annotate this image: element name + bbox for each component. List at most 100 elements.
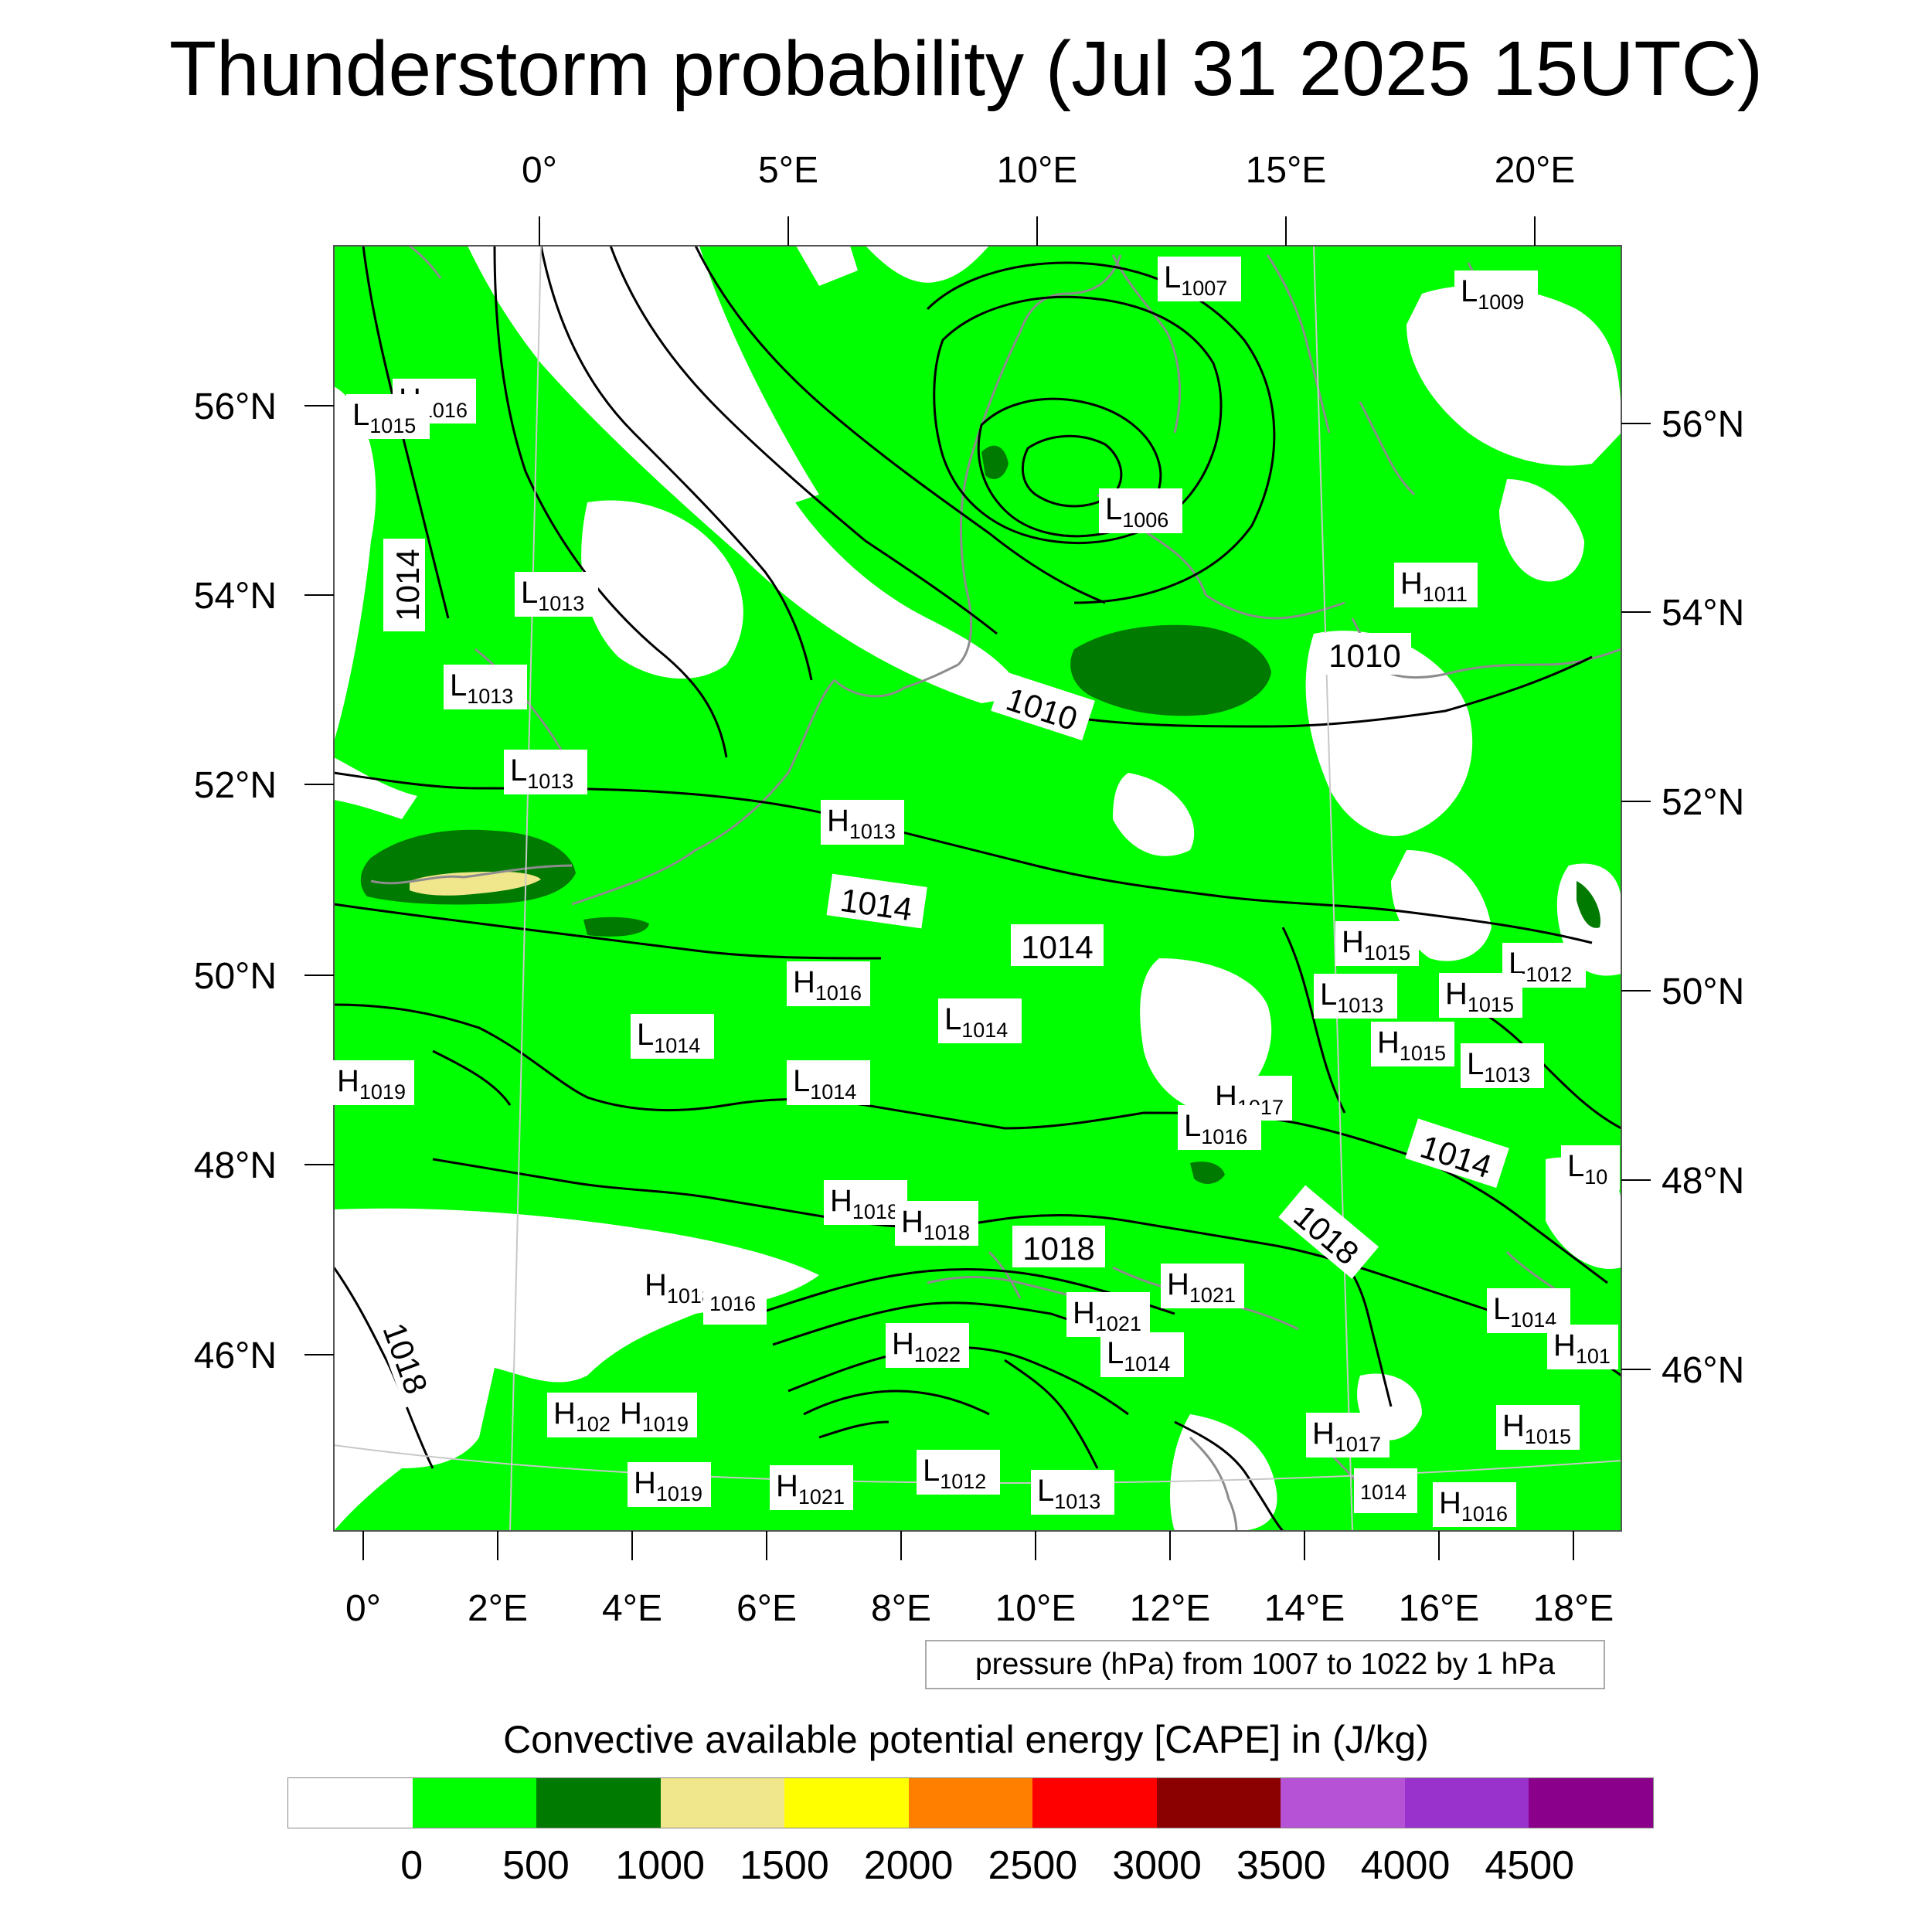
colorbar-swatch [1156,1778,1281,1828]
top-lon-label: 15°E [1246,150,1327,191]
low-pressure-center: L1007 [1158,257,1241,301]
svg-text:L10: L10 [1567,1149,1607,1189]
bottom-lon-label: 8°E [871,1588,931,1629]
colorbar-tick-label: 2000 [863,1843,954,1888]
colorbar-tick-label: 4000 [1360,1843,1451,1888]
bottom-lon-label: 6°E [736,1588,797,1629]
isobar-label: 1014 [383,539,426,631]
svg-text:L1009: L1009 [1461,274,1524,314]
right-latitude-labels: 56°N 54°N 52°N 50°N 48°N 46°N [1662,404,1744,1391]
svg-text:1014: 1014 [1360,1481,1406,1504]
svg-text:H1021: H1021 [776,1469,845,1509]
left-lat-label: 56°N [194,386,277,427]
high-pressure-center: H1015 [1335,921,1419,966]
left-lat-label: 52°N [194,765,277,806]
svg-text:L1012: L1012 [923,1454,986,1493]
svg-text:H1021: H1021 [1167,1267,1236,1307]
low-pressure-center: L1013 [515,572,598,617]
low-pressure-center: L1006 [1099,488,1182,533]
svg-text:L1014: L1014 [944,1002,1008,1042]
svg-text:L1016: L1016 [1184,1109,1247,1148]
cape-zero-areas [334,246,1621,1531]
top-lon-label: 20°E [1495,150,1576,191]
low-pressure-center: L1013 [1461,1043,1544,1088]
colorbar-swatch [784,1778,909,1828]
left-lat-label: 48°N [194,1145,277,1186]
high-pressure-center: H1019 [614,1393,697,1437]
low-pressure-center: L1014 [787,1060,870,1105]
high-pressure-center: H1021 [1161,1264,1244,1308]
svg-text:H102: H102 [553,1396,611,1436]
high-pressure-center: H1011 [1394,563,1478,607]
isobar-label: 1014 [1011,924,1104,966]
high-pressure-center: H1015 [1439,973,1522,1018]
right-lat-label: 46°N [1662,1350,1744,1391]
colorbar-swatch [412,1778,537,1828]
bottom-lon-label: 4°E [602,1588,662,1629]
left-lat-label: 50°N [194,956,277,997]
pressure-center-value: 1016 [703,1280,767,1325]
right-lat-label: 52°N [1662,782,1744,823]
right-lat-label: 48°N [1662,1161,1744,1202]
bottom-lon-label: 10°E [995,1588,1077,1629]
svg-text:L1013: L1013 [1467,1047,1530,1087]
low-pressure-center: L1014 [938,998,1022,1043]
svg-text:1018: 1018 [1022,1230,1094,1267]
low-pressure-center: L1012 [917,1450,1000,1495]
colorbar-tick-label: 0 [400,1843,423,1888]
top-longitude-labels: 0° 5°E 10°E 15°E 20°E [522,150,1575,191]
left-lat-label: 54°N [194,576,277,617]
low-pressure-center: L1014 [1100,1332,1184,1377]
isobar-label: 1018 [1012,1226,1105,1267]
svg-text:1010: 1010 [1328,638,1400,674]
high-pressure-center: H1015 [1371,1022,1454,1066]
high-pressure-center: H101 [1547,1325,1618,1369]
bottom-lon-label: 16°E [1399,1588,1480,1629]
top-lon-label: 10°E [997,150,1078,191]
bottom-lon-label: 18°E [1533,1588,1614,1629]
bottom-lon-label: 2°E [468,1588,528,1629]
pressure-center-value: 1014 [1354,1468,1417,1513]
cape-field [334,246,1621,1531]
svg-text:H1015: H1015 [1377,1026,1446,1065]
svg-text:L1012: L1012 [1509,947,1572,986]
svg-text:L1013: L1013 [450,668,513,708]
colorbar-swatch [660,1778,785,1828]
high-pressure-center: H102 [547,1393,618,1437]
colorbar-tick-label: 1000 [615,1843,706,1888]
right-lat-label: 50°N [1662,971,1744,1012]
svg-text:L1013: L1013 [510,753,573,793]
svg-text:1014: 1014 [1021,929,1093,965]
svg-text:L1015: L1015 [352,398,416,437]
svg-text:L1013: L1013 [1037,1474,1100,1513]
svg-text:H1015: H1015 [1502,1409,1571,1448]
high-pressure-center: H1016 [1433,1482,1516,1527]
map-title: Thunderstorm probability (Jul 31 2025 15… [168,26,1764,112]
right-lat-label: 54°N [1662,593,1744,634]
pressure-centers: L1007 L1009 H1016 L1015 L1006 L1013 H1011 L1013… [331,257,1620,1527]
svg-text:H1017: H1017 [1312,1417,1381,1456]
colorbar-tick-label: 3500 [1236,1843,1326,1888]
bottom-lon-label: 12°E [1130,1588,1211,1629]
low-pressure-center: L1013 [504,750,587,794]
svg-text:H1011: H1011 [1400,566,1468,606]
svg-text:H1015: H1015 [1445,977,1514,1016]
isobar-label: 1010 [1318,633,1411,675]
high-pressure-center: H1018 [895,1201,978,1246]
colorbar-swatch [1032,1778,1157,1828]
svg-text:H1018: H1018 [830,1184,899,1223]
svg-text:L1007: L1007 [1164,260,1227,300]
isobar-labels: 1014 1010 1010 1014 1014 1014 1018 1018 … [372,539,1509,1408]
svg-text:H1021: H1021 [1073,1296,1141,1335]
svg-text:H1019: H1019 [634,1466,702,1505]
svg-text:L1014: L1014 [1107,1336,1170,1376]
high-pressure-center: H1019 [628,1462,711,1507]
svg-text:1016: 1016 [709,1292,756,1315]
tick-marks [304,216,1651,1560]
high-pressure-center: H1013 [821,800,904,845]
left-latitude-labels: 56°N 54°N 52°N 50°N 48°N 46°N [194,386,277,1376]
high-pressure-center: H1022 [886,1323,969,1368]
pressure-info-box: pressure (hPa) from 1007 to 1022 by 1 hP… [925,1640,1605,1689]
colorbar-swatch [1404,1778,1529,1828]
